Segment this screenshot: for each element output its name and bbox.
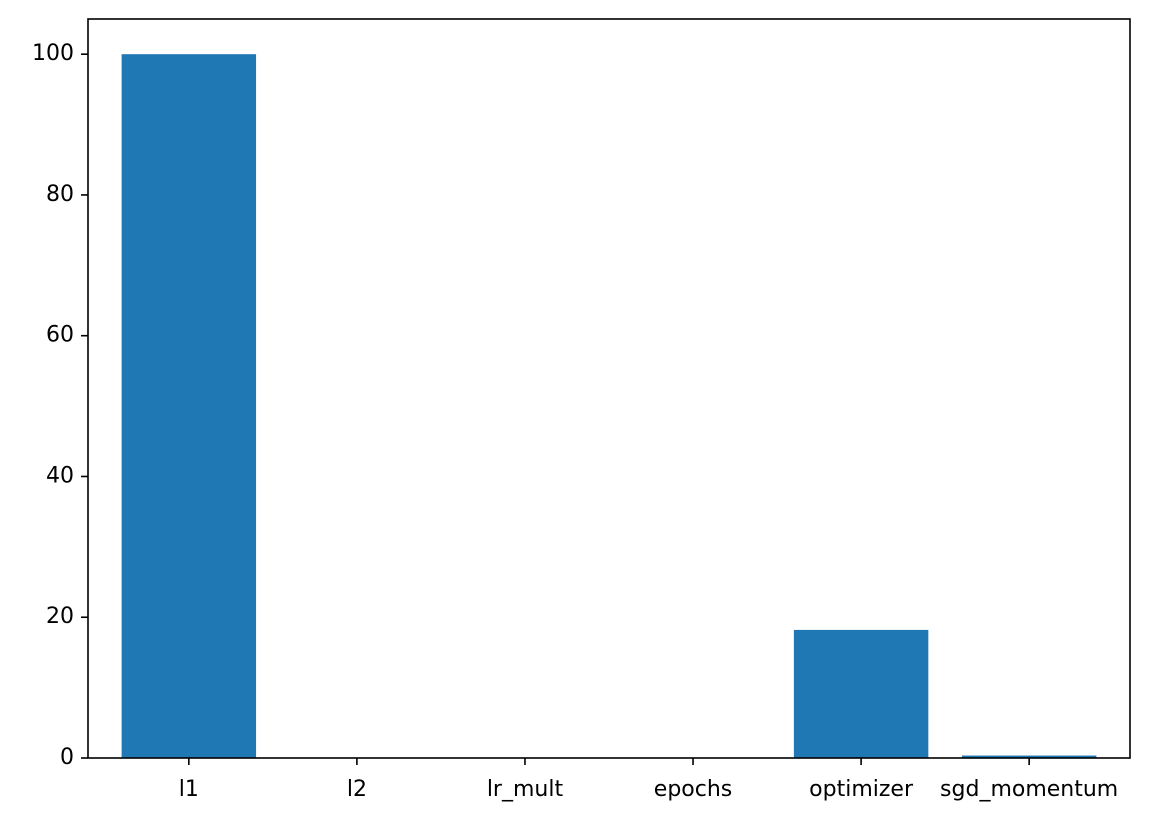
y-tick-label: 40 [46,463,74,488]
bar-l1 [121,54,257,758]
y-tick-label: 0 [60,745,74,770]
bars-group [121,54,1097,758]
plot-frame [87,18,1131,759]
y-tick-label: 60 [46,323,74,348]
bar-optimizer [793,629,929,758]
x-tick-label: sgd_momentum [940,777,1118,802]
bar-sgd-momentum [961,755,1097,758]
y-tick-label: 20 [46,604,74,629]
x-axis: l1 l2 lr_mult epochs optimizer sgd_momentum [179,758,1118,802]
x-tick-label: l1 [179,777,199,802]
x-tick-label: l2 [347,777,367,802]
x-tick-label: optimizer [809,777,914,802]
y-axis: 0 20 40 60 80 100 [32,41,88,770]
x-tick-label: epochs [654,777,732,802]
x-tick-label: lr_mult [487,777,564,802]
y-tick-label: 100 [32,41,74,66]
y-tick-label: 80 [46,182,74,207]
